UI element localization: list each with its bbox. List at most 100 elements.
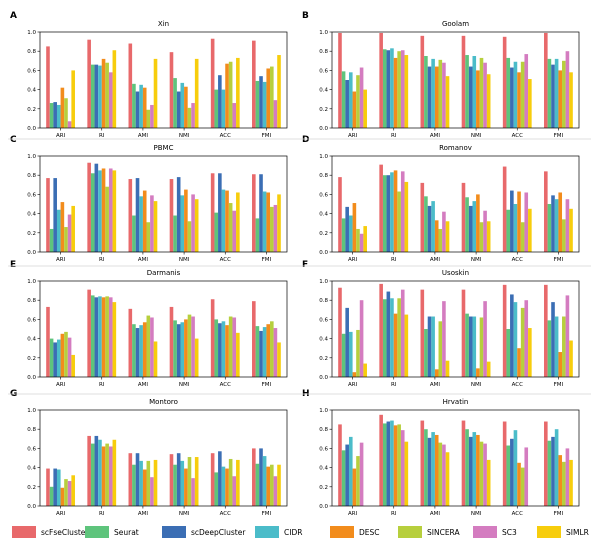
bar <box>348 331 353 377</box>
bar <box>404 181 409 252</box>
legend-label: scFseCluster <box>41 528 89 537</box>
bar <box>438 228 443 252</box>
bar <box>363 363 367 377</box>
bar <box>232 317 237 377</box>
bar <box>393 170 398 252</box>
bar <box>90 295 95 377</box>
bar <box>393 425 398 506</box>
bar <box>502 421 507 506</box>
bar <box>146 222 151 252</box>
bar <box>468 66 473 128</box>
y-tick-label: 0.0 <box>319 375 328 381</box>
x-tick-label: ARI <box>56 257 66 263</box>
bar <box>565 51 570 129</box>
bar <box>187 221 192 252</box>
bar <box>112 50 117 128</box>
bar <box>236 192 240 252</box>
panel-title: Goolam <box>442 20 469 28</box>
bar <box>558 192 563 252</box>
bar <box>255 218 260 252</box>
bar <box>46 306 50 377</box>
bar <box>517 462 521 506</box>
bar <box>135 328 140 377</box>
bar <box>341 71 346 128</box>
bar <box>259 330 263 377</box>
bar <box>528 208 532 252</box>
y-tick-label: 0.8 <box>319 49 328 55</box>
bar <box>90 173 95 252</box>
y-tick-label: 1.0 <box>319 154 328 160</box>
y-tick-label: 0.2 <box>319 356 328 362</box>
bar <box>468 316 473 377</box>
bar <box>60 202 65 252</box>
bar <box>194 457 199 506</box>
bar <box>356 329 360 377</box>
x-tick-label: NMI <box>471 257 482 263</box>
bar <box>352 468 357 506</box>
panel-E: E Darmanis 0.0 0.2 0.4 0.6 0.8 1.0 ARI RI AMI NMI AC… <box>10 260 288 388</box>
bar <box>225 190 229 252</box>
panel-title: PBMC <box>154 144 174 152</box>
bar <box>259 76 263 128</box>
bar <box>558 352 563 377</box>
bar <box>510 67 514 128</box>
bar <box>565 295 570 377</box>
bar <box>562 60 566 128</box>
bar <box>184 86 188 128</box>
bar <box>108 72 113 128</box>
bar <box>180 195 185 252</box>
bar <box>67 214 72 252</box>
bar <box>393 57 398 128</box>
bar <box>56 209 61 252</box>
bar <box>468 436 473 506</box>
panel-letter: E <box>10 260 16 270</box>
y-tick-label: 0.4 <box>319 337 328 343</box>
bar <box>461 182 466 252</box>
bar <box>270 321 274 377</box>
bar <box>510 438 514 506</box>
bar <box>142 87 147 128</box>
x-tick-label: FMI <box>554 382 564 388</box>
y-tick-label: 1.0 <box>319 279 328 285</box>
bar <box>191 316 195 377</box>
bar <box>132 464 136 506</box>
bar <box>236 332 240 377</box>
bar <box>404 55 409 128</box>
bar <box>442 301 446 377</box>
bar <box>108 446 113 506</box>
bar <box>461 35 466 129</box>
bar <box>210 38 215 128</box>
y-tick-label: 0.6 <box>27 317 36 323</box>
bar <box>53 342 57 377</box>
bar <box>479 317 484 377</box>
bar <box>427 66 432 128</box>
bar <box>420 35 425 129</box>
bar <box>262 191 267 252</box>
bar <box>569 340 573 377</box>
y-tick-label: 1.0 <box>319 408 328 414</box>
bar <box>438 59 443 129</box>
axes-frame <box>331 409 580 507</box>
y-tick-label: 0.0 <box>27 250 36 256</box>
bar <box>146 460 151 506</box>
bar <box>150 104 154 128</box>
y-tick-label: 0.6 <box>27 68 36 74</box>
panel-title: Hrvatin <box>443 398 469 406</box>
legend-item: scDeepCluster <box>162 526 246 538</box>
x-tick-label: NMI <box>179 511 190 517</box>
bar <box>506 445 511 506</box>
x-tick-label: ARI <box>348 511 358 517</box>
bar <box>397 51 401 129</box>
bar <box>424 56 428 128</box>
axes-frame <box>39 31 288 129</box>
axes-frame <box>331 280 580 378</box>
bar <box>153 201 158 252</box>
x-tick-label: ACC <box>512 133 524 139</box>
y-tick-label: 0.8 <box>27 298 36 304</box>
bar <box>404 441 409 506</box>
x-tick-label: FMI <box>554 133 564 139</box>
x-tick-label: FMI <box>554 257 564 263</box>
bar <box>132 324 136 377</box>
bar <box>252 448 256 506</box>
y-tick-label: 0.4 <box>27 88 36 94</box>
